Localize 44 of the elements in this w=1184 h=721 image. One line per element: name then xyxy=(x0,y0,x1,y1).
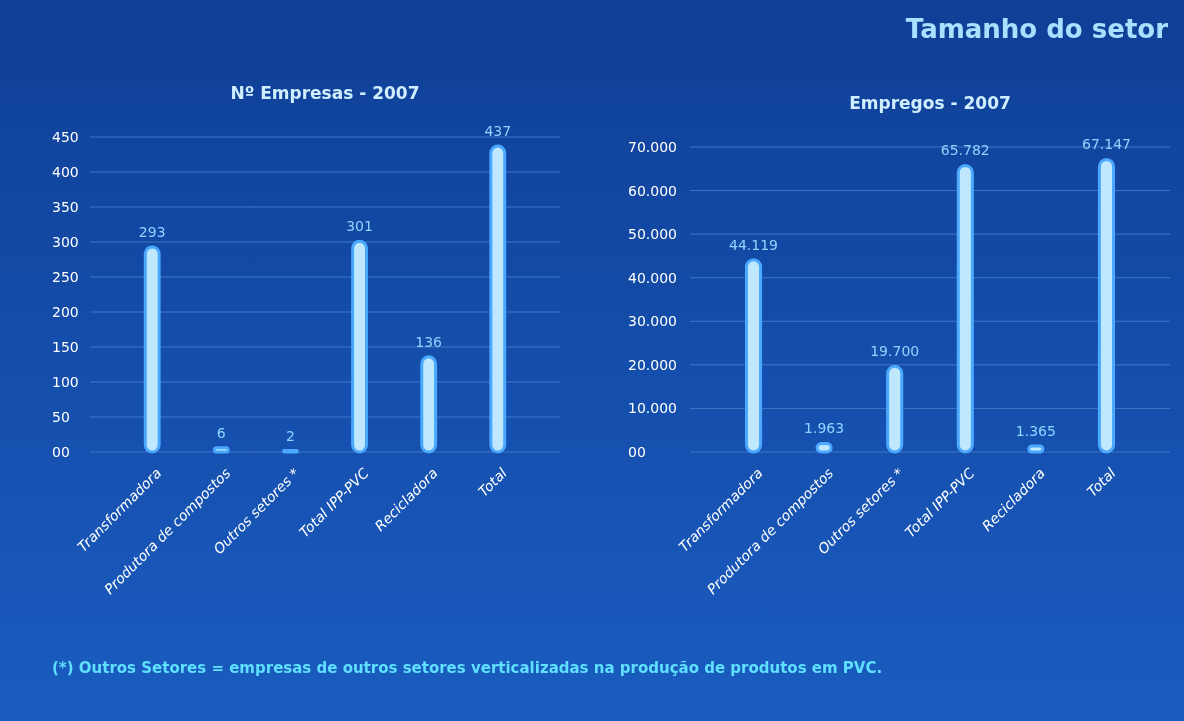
data-label: 65.782 xyxy=(940,142,990,159)
bar xyxy=(956,163,974,454)
bar xyxy=(744,258,763,454)
y-tick-label: 30.000 xyxy=(628,313,677,330)
y-tick-label: 00 xyxy=(628,444,646,460)
bar xyxy=(489,144,507,454)
y-tick-label: 100 xyxy=(52,374,79,390)
data-label: 2 xyxy=(285,427,295,444)
data-label: 44.119 xyxy=(729,236,779,253)
bar xyxy=(351,239,368,454)
data-label: 19.700 xyxy=(870,343,920,360)
data-label: 136 xyxy=(415,333,443,350)
data-label: 293 xyxy=(138,223,166,240)
y-tick-label: 20.000 xyxy=(628,356,677,373)
y-tick-label: 150 xyxy=(52,339,79,355)
y-tick-label: 200 xyxy=(52,304,79,320)
y-tick-label: 40.000 xyxy=(628,269,677,286)
text: (*) Outros Setores = empresas de outros setores verticalizadas na produção de produtos em PVC. xyxy=(52,659,883,677)
bar xyxy=(1027,444,1045,454)
bar xyxy=(420,355,438,454)
data-label: 437 xyxy=(484,123,512,140)
y-tick-label: 450 xyxy=(52,129,79,145)
bar xyxy=(143,245,161,454)
y-tick-label: 300 xyxy=(52,234,79,250)
y-tick-label: 60.000 xyxy=(628,182,677,199)
data-label: 6 xyxy=(216,424,226,441)
y-tick-label: 70.000 xyxy=(628,139,677,155)
y-tick-label: 400 xyxy=(52,164,79,180)
data-label: 1.365 xyxy=(1015,423,1056,440)
bar xyxy=(886,364,904,454)
data-label: 301 xyxy=(346,218,373,235)
text: Tamanho do setor xyxy=(905,14,1169,44)
data-label: 67.147 xyxy=(1081,136,1131,153)
y-tick-label: 50.000 xyxy=(628,226,677,243)
data-label: 1.963 xyxy=(804,420,845,437)
y-tick-label: 250 xyxy=(52,269,79,285)
chart-title: Nº Empresas - 2007 xyxy=(230,83,420,103)
chart-title: Empregos - 2007 xyxy=(849,93,1011,113)
y-tick-label: 00 xyxy=(52,444,70,460)
y-tick-label: 350 xyxy=(52,199,79,215)
bar xyxy=(1097,157,1116,454)
bar xyxy=(212,446,230,454)
y-tick-label: 50 xyxy=(52,409,70,425)
y-tick-label: 10.000 xyxy=(628,400,677,417)
